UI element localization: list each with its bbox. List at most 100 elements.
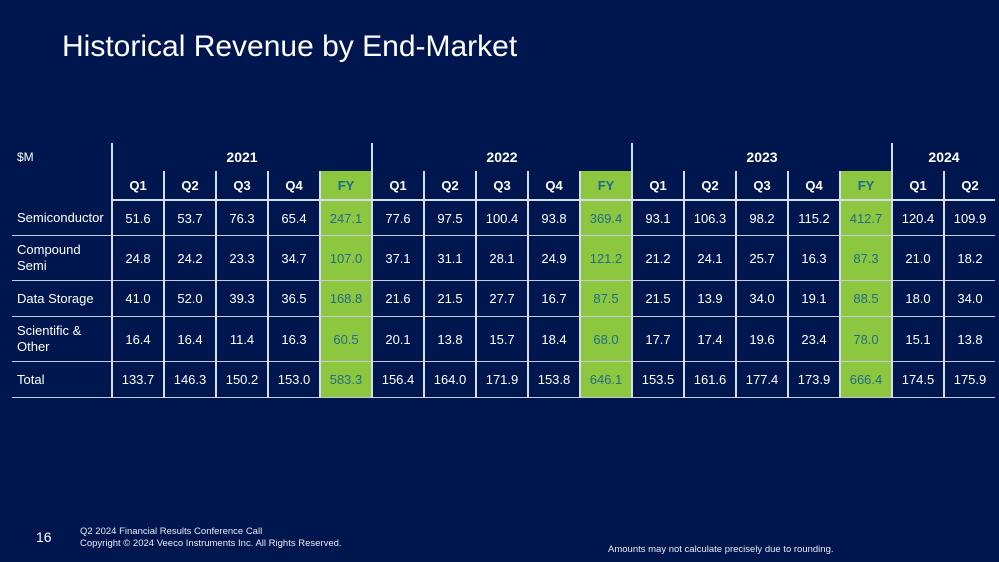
value-cell: 109.9	[943, 200, 995, 236]
value-cell: 24.2	[163, 235, 216, 281]
page-number: 16	[36, 529, 52, 545]
value-cell: 16.3	[787, 235, 840, 281]
period-header: FY	[579, 171, 632, 201]
value-cell: 39.3	[215, 280, 268, 317]
value-cell: 21.6	[371, 280, 424, 317]
value-cell: 156.4	[371, 361, 424, 398]
value-cell: 18.2	[943, 235, 995, 281]
table-row: Semiconductor 51.6 53.7 76.3 65.4 247.1 77.6 97…	[12, 200, 995, 236]
value-cell: 37.1	[371, 235, 424, 281]
value-cell: 16.3	[267, 316, 320, 362]
value-cell: 153.5	[631, 361, 684, 398]
value-cell: 121.2	[579, 235, 632, 281]
value-cell: 120.4	[891, 200, 944, 236]
table-row: Compound Semi 24.8 24.2 23.3 34.7 107.0 37.1 31…	[12, 235, 995, 281]
value-cell: 27.7	[475, 280, 528, 317]
value-cell: 19.1	[787, 280, 840, 317]
period-header: Q4	[527, 171, 580, 201]
table-row: Scientific & Other 16.4 16.4 11.4 16.3 60.5 20…	[12, 316, 995, 362]
value-cell: 21.2	[631, 235, 684, 281]
period-header: Q2	[163, 171, 216, 201]
value-cell: 17.4	[683, 316, 736, 362]
footer-copyright: Copyright © 2024 Veeco Instruments Inc. …	[80, 538, 342, 549]
value-cell: 23.3	[215, 235, 268, 281]
value-cell: 175.9	[943, 361, 995, 398]
value-cell: 18.0	[891, 280, 944, 317]
value-cell: 23.4	[787, 316, 840, 362]
value-cell: 115.2	[787, 200, 840, 236]
year-header: 2024	[891, 143, 995, 171]
value-cell: 133.7	[111, 361, 164, 398]
value-cell: 52.0	[163, 280, 216, 317]
period-header: Q2	[423, 171, 476, 201]
value-cell: 60.5	[319, 316, 372, 362]
year-header-row: $M 2021 2022 2023 2024	[12, 143, 995, 171]
value-cell: 24.9	[527, 235, 580, 281]
value-cell: 177.4	[735, 361, 788, 398]
value-cell: 17.7	[631, 316, 684, 362]
value-cell: 16.4	[163, 316, 216, 362]
row-label: Total	[12, 361, 112, 398]
value-cell: 65.4	[267, 200, 320, 236]
value-cell: 18.4	[527, 316, 580, 362]
unit-label: $M	[17, 150, 34, 164]
page-title: Historical Revenue by End-Market	[62, 30, 518, 63]
value-cell: 150.2	[215, 361, 268, 398]
footer-text: Q2 2024 Financial Results Conference Cal…	[80, 526, 342, 550]
value-cell: 93.8	[527, 200, 580, 236]
value-cell: 13.8	[423, 316, 476, 362]
value-cell: 24.8	[111, 235, 164, 281]
row-label: Data Storage	[12, 280, 112, 317]
period-header: Q4	[787, 171, 840, 201]
value-cell: 15.1	[891, 316, 944, 362]
row-label: Semiconductor	[12, 200, 112, 236]
value-cell: 106.3	[683, 200, 736, 236]
value-cell: 153.8	[527, 361, 580, 398]
period-header-row: Q1 Q2 Q3 Q4 FY Q1 Q2 Q3 Q4 FY Q1 Q2 Q3 Q4 FY Q1 Q2	[12, 171, 995, 201]
value-cell: 21.5	[423, 280, 476, 317]
value-cell: 412.7	[839, 200, 892, 236]
period-header: Q2	[683, 171, 736, 201]
value-cell: 146.3	[163, 361, 216, 398]
value-cell: 93.1	[631, 200, 684, 236]
value-cell: 21.0	[891, 235, 944, 281]
value-cell: 15.7	[475, 316, 528, 362]
value-cell: 161.6	[683, 361, 736, 398]
value-cell: 153.0	[267, 361, 320, 398]
value-cell: 168.8	[319, 280, 372, 317]
value-cell: 28.1	[475, 235, 528, 281]
value-cell: 100.4	[475, 200, 528, 236]
year-header: 2023	[631, 143, 892, 171]
value-cell: 77.6	[371, 200, 424, 236]
row-label: Scientific & Other	[12, 316, 112, 362]
table-row: Total 133.7 146.3 150.2 153.0 583.3 156.4 164.0…	[12, 361, 995, 398]
value-cell: 97.5	[423, 200, 476, 236]
value-cell: 76.3	[215, 200, 268, 236]
value-cell: 247.1	[319, 200, 372, 236]
period-header: Q1	[371, 171, 424, 201]
value-cell: 171.9	[475, 361, 528, 398]
value-cell: 174.5	[891, 361, 944, 398]
rounding-note: Amounts may not calculate precisely due …	[608, 544, 834, 555]
value-cell: 36.5	[267, 280, 320, 317]
value-cell: 78.0	[839, 316, 892, 362]
value-cell: 34.7	[267, 235, 320, 281]
value-cell: 173.9	[787, 361, 840, 398]
year-header: 2022	[371, 143, 632, 171]
period-header: Q1	[631, 171, 684, 201]
period-header: Q3	[475, 171, 528, 201]
period-header: Q3	[735, 171, 788, 201]
period-header: FY	[839, 171, 892, 201]
period-header: FY	[319, 171, 372, 201]
value-cell: 25.7	[735, 235, 788, 281]
value-cell: 87.5	[579, 280, 632, 317]
value-cell: 53.7	[163, 200, 216, 236]
revenue-table: $M 2021 2022 2023 2024 Q1 Q2 Q3 Q4 FY Q1 Q2 Q3 Q4 FY Q1…	[12, 143, 995, 398]
value-cell: 88.5	[839, 280, 892, 317]
footer-event: Q2 2024 Financial Results Conference Cal…	[80, 526, 263, 537]
value-cell: 666.4	[839, 361, 892, 398]
value-cell: 13.9	[683, 280, 736, 317]
period-header: Q1	[891, 171, 944, 201]
value-cell: 16.7	[527, 280, 580, 317]
value-cell: 19.6	[735, 316, 788, 362]
